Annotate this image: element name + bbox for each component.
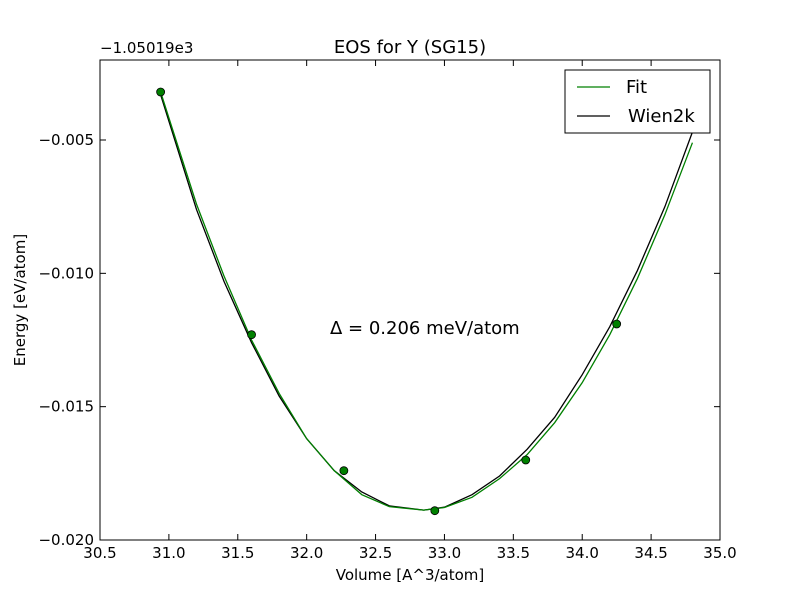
y-offset-label: −1.05019e3 [100, 39, 193, 57]
y-axis: −0.020 −0.015 −0.010 −0.005 [38, 131, 720, 549]
legend-label-fit: Fit [626, 77, 647, 98]
x-tick-label: 32.5 [359, 544, 392, 562]
plot-frame [99, 59, 721, 541]
data-point [339, 466, 349, 476]
x-tick-label: 34.5 [634, 544, 667, 562]
y-tick-label: −0.015 [38, 398, 94, 416]
legend-label-wien2k: Wien2k [628, 106, 695, 127]
data-point [521, 455, 531, 465]
x-tick-label: 33.5 [497, 544, 530, 562]
y-axis-label: Energy [eV/atom] [11, 234, 29, 366]
legend-box [564, 69, 711, 134]
x-tick-label: 32.0 [290, 544, 323, 562]
data-point [156, 87, 166, 97]
x-tick-label: 35.0 [703, 544, 736, 562]
data-point [247, 330, 256, 340]
data-point [430, 506, 440, 516]
x-tick-label: 31.0 [152, 544, 185, 562]
chart-title: EOS for Y (SG15) [334, 37, 486, 58]
legend: Fit Wien2k [564, 69, 711, 134]
x-tick-label: 31.5 [221, 544, 254, 562]
x-axis-label: Volume [A^3/atom] [336, 566, 485, 584]
series-layer [156, 87, 694, 516]
data-point [612, 319, 622, 329]
x-axis: 30.5 31.0 31.5 32.0 32.5 33.0 33.5 34.0 34.5 35.0 [83, 60, 737, 562]
y-tick-label: −0.010 [38, 264, 94, 282]
delta-annotation: Δ = 0.206 meV/atom [330, 318, 520, 339]
y-tick-label: −0.020 [38, 531, 94, 549]
x-tick-label: 34.0 [566, 544, 599, 562]
x-tick-label: 30.5 [83, 544, 116, 562]
y-tick-label: −0.005 [38, 131, 94, 149]
x-tick-label: 33.0 [428, 544, 461, 562]
